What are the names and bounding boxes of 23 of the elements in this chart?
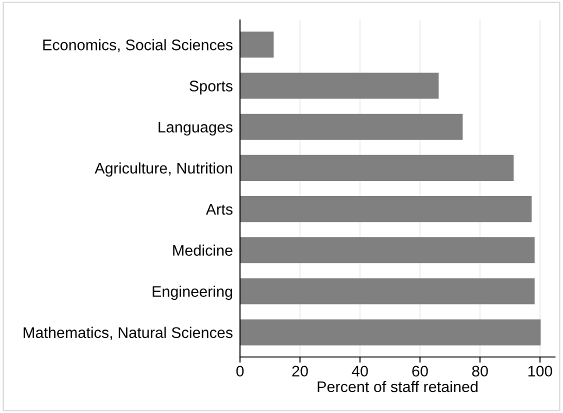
x-tick-label: 100 bbox=[528, 366, 552, 377]
bar bbox=[240, 319, 541, 346]
y-tick-label: Arts bbox=[206, 204, 233, 215]
y-tick-label: Medicine bbox=[173, 244, 232, 256]
bar bbox=[240, 114, 463, 140]
bar bbox=[240, 154, 514, 181]
y-tick-label: Languages bbox=[158, 122, 233, 136]
x-axis-title: Percent of staff retained bbox=[318, 380, 478, 392]
y-tick-label: Economics, Social Sciences bbox=[43, 39, 233, 52]
bar bbox=[240, 237, 535, 264]
y-tick-label: Sports bbox=[190, 80, 233, 94]
y-tick-label: Engineering bbox=[152, 286, 232, 300]
bar bbox=[240, 278, 535, 304]
y-tick-label: Mathematics, Natural Sciences bbox=[24, 326, 233, 340]
y-tick-label: Agriculture, Nutrition bbox=[94, 162, 232, 177]
x-tick-label: 40 bbox=[352, 366, 368, 377]
x-tick-label: 60 bbox=[412, 366, 428, 377]
bar bbox=[240, 72, 439, 99]
x-tick-label: 0 bbox=[236, 366, 244, 377]
bar bbox=[240, 32, 274, 58]
bar bbox=[240, 196, 532, 222]
x-tick-label: 20 bbox=[292, 366, 308, 377]
x-tick-label: 80 bbox=[472, 366, 488, 377]
